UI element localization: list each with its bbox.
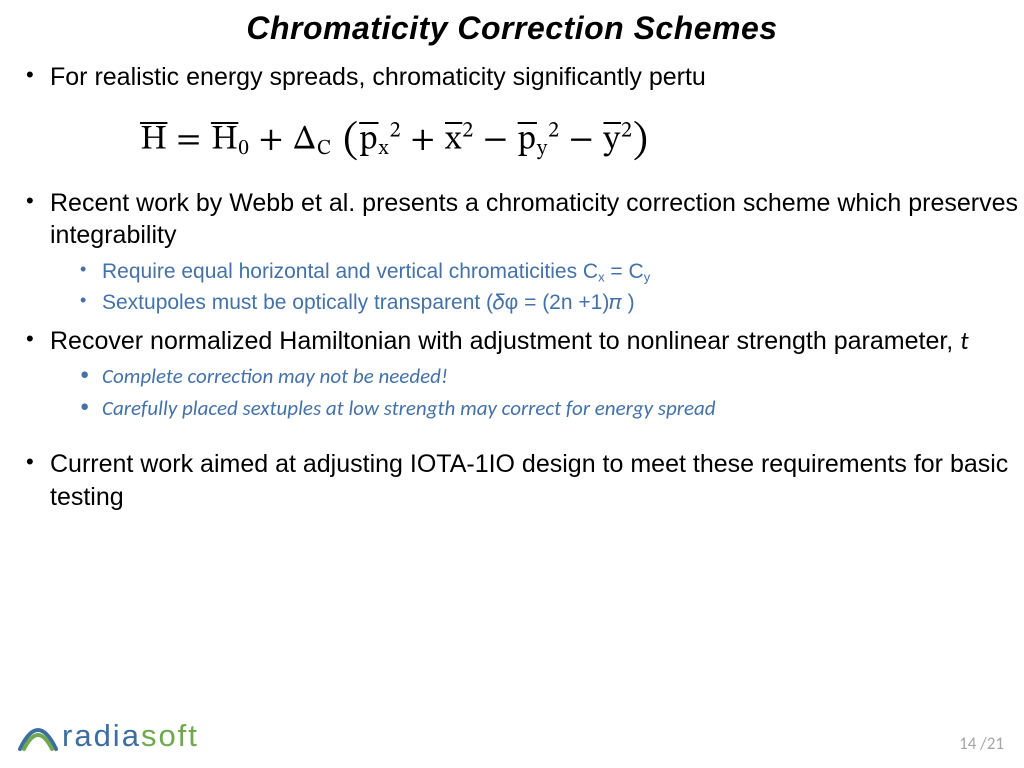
bullet-list-2: Recent work by Webb et al. presents a ch… [0, 187, 1024, 425]
page-current: 14 [959, 733, 976, 754]
bullet-2-sublist: Require equal horizontal and vertical ch… [50, 256, 1024, 319]
bullet-2a-mid: = C [605, 260, 644, 283]
page-sep: / [976, 733, 986, 754]
slide: Chromaticity Correction Schemes For real… [0, 0, 1024, 768]
bullet-4: Current work aimed at adjusting IOTA-1IO… [18, 448, 1024, 513]
eq-y-sq: 2 [621, 120, 633, 142]
bullet-1: For realistic energy spreads, chromatici… [18, 61, 1024, 94]
logo-text: radiasoft [62, 718, 199, 754]
spacer [0, 430, 1024, 448]
eq-pybar: p [518, 123, 537, 157]
bullet-3a: Complete correction may not be needed! [76, 361, 1024, 393]
eq-eq: = [167, 123, 210, 157]
sub-y: y [644, 269, 651, 284]
slide-title: Chromaticity Correction Schemes [0, 10, 1024, 47]
page-total: 21 [987, 733, 1004, 754]
eq-mi2: − [560, 123, 603, 157]
eq-pl1: + [402, 123, 445, 157]
bullet-2b: Sextupoles must be optically transparent… [76, 287, 1024, 319]
bullet-list: For realistic energy spreads, chromatici… [0, 61, 1024, 94]
bullet-1-text: For realistic energy spreads, chromatici… [50, 63, 706, 91]
bullet-3-text: Recover normalized Hamiltonian with adju… [50, 327, 960, 355]
footer: radiasoft 14 /21 [18, 718, 1004, 754]
bullet-2: Recent work by Webb et al. presents a ch… [18, 187, 1024, 319]
bullet-2b-delta: 𝛿 [493, 291, 505, 314]
bullet-2b-phi: φ = (2n +1) [505, 291, 610, 314]
bullet-3-sublist: Complete correction may not be needed! C… [50, 361, 1024, 424]
equation: H = H0 + ΔC (px2 + x2 − py2 − y2) [0, 100, 1024, 187]
eq-plusDelta: + Δ [250, 123, 317, 157]
bullet-3-t: t [960, 325, 968, 356]
bullet-2b-prefix: Sextupoles must be optically transparent… [102, 291, 493, 314]
logo: radiasoft [18, 718, 199, 754]
logo-icon [18, 719, 58, 753]
bullet-2b-suffix: ) [622, 291, 635, 314]
logo-radia: radia [62, 718, 141, 753]
eq-H0bar: H [211, 123, 238, 157]
eq-Hbar: H [140, 123, 167, 157]
bullet-4-text: Current work aimed at adjusting IOTA-1IO… [50, 450, 1008, 511]
bullet-3: Recover normalized Hamiltonian with adju… [18, 325, 1024, 425]
eq-mi1: − [474, 123, 517, 157]
bullet-2a-text: Require equal horizontal and vertical ch… [102, 260, 598, 283]
eq-px-sq: 2 [390, 120, 402, 142]
eq-px-sub: x [378, 138, 389, 159]
eq-lparen: ( [332, 121, 359, 163]
eq-xbar: x [445, 123, 462, 157]
eq-subC: C [317, 138, 332, 159]
bullet-3b-text: Carefully placed sextuples at low streng… [102, 395, 716, 421]
bullet-2a: Require equal horizontal and vertical ch… [76, 256, 1024, 288]
eq-rparen: ) [633, 121, 649, 163]
eq-py-sub: y [537, 138, 548, 159]
logo-soft: soft [141, 718, 199, 753]
eq-sub0: 0 [238, 138, 249, 159]
bullet-3a-text: Complete correction may not be needed! [102, 363, 448, 389]
bullet-2b-pi: 𝜋 [609, 291, 621, 314]
bullet-list-3: Current work aimed at adjusting IOTA-1IO… [0, 448, 1024, 513]
eq-pxbar: p [359, 123, 378, 157]
eq-ybar: y [604, 123, 621, 157]
bullet-3b: Carefully placed sextuples at low streng… [76, 393, 1024, 425]
bullet-2-text: Recent work by Webb et al. presents a ch… [50, 189, 1018, 250]
eq-x-sq: 2 [462, 120, 474, 142]
page-number: 14 /21 [959, 733, 1004, 754]
eq-py-sq: 2 [548, 120, 560, 142]
